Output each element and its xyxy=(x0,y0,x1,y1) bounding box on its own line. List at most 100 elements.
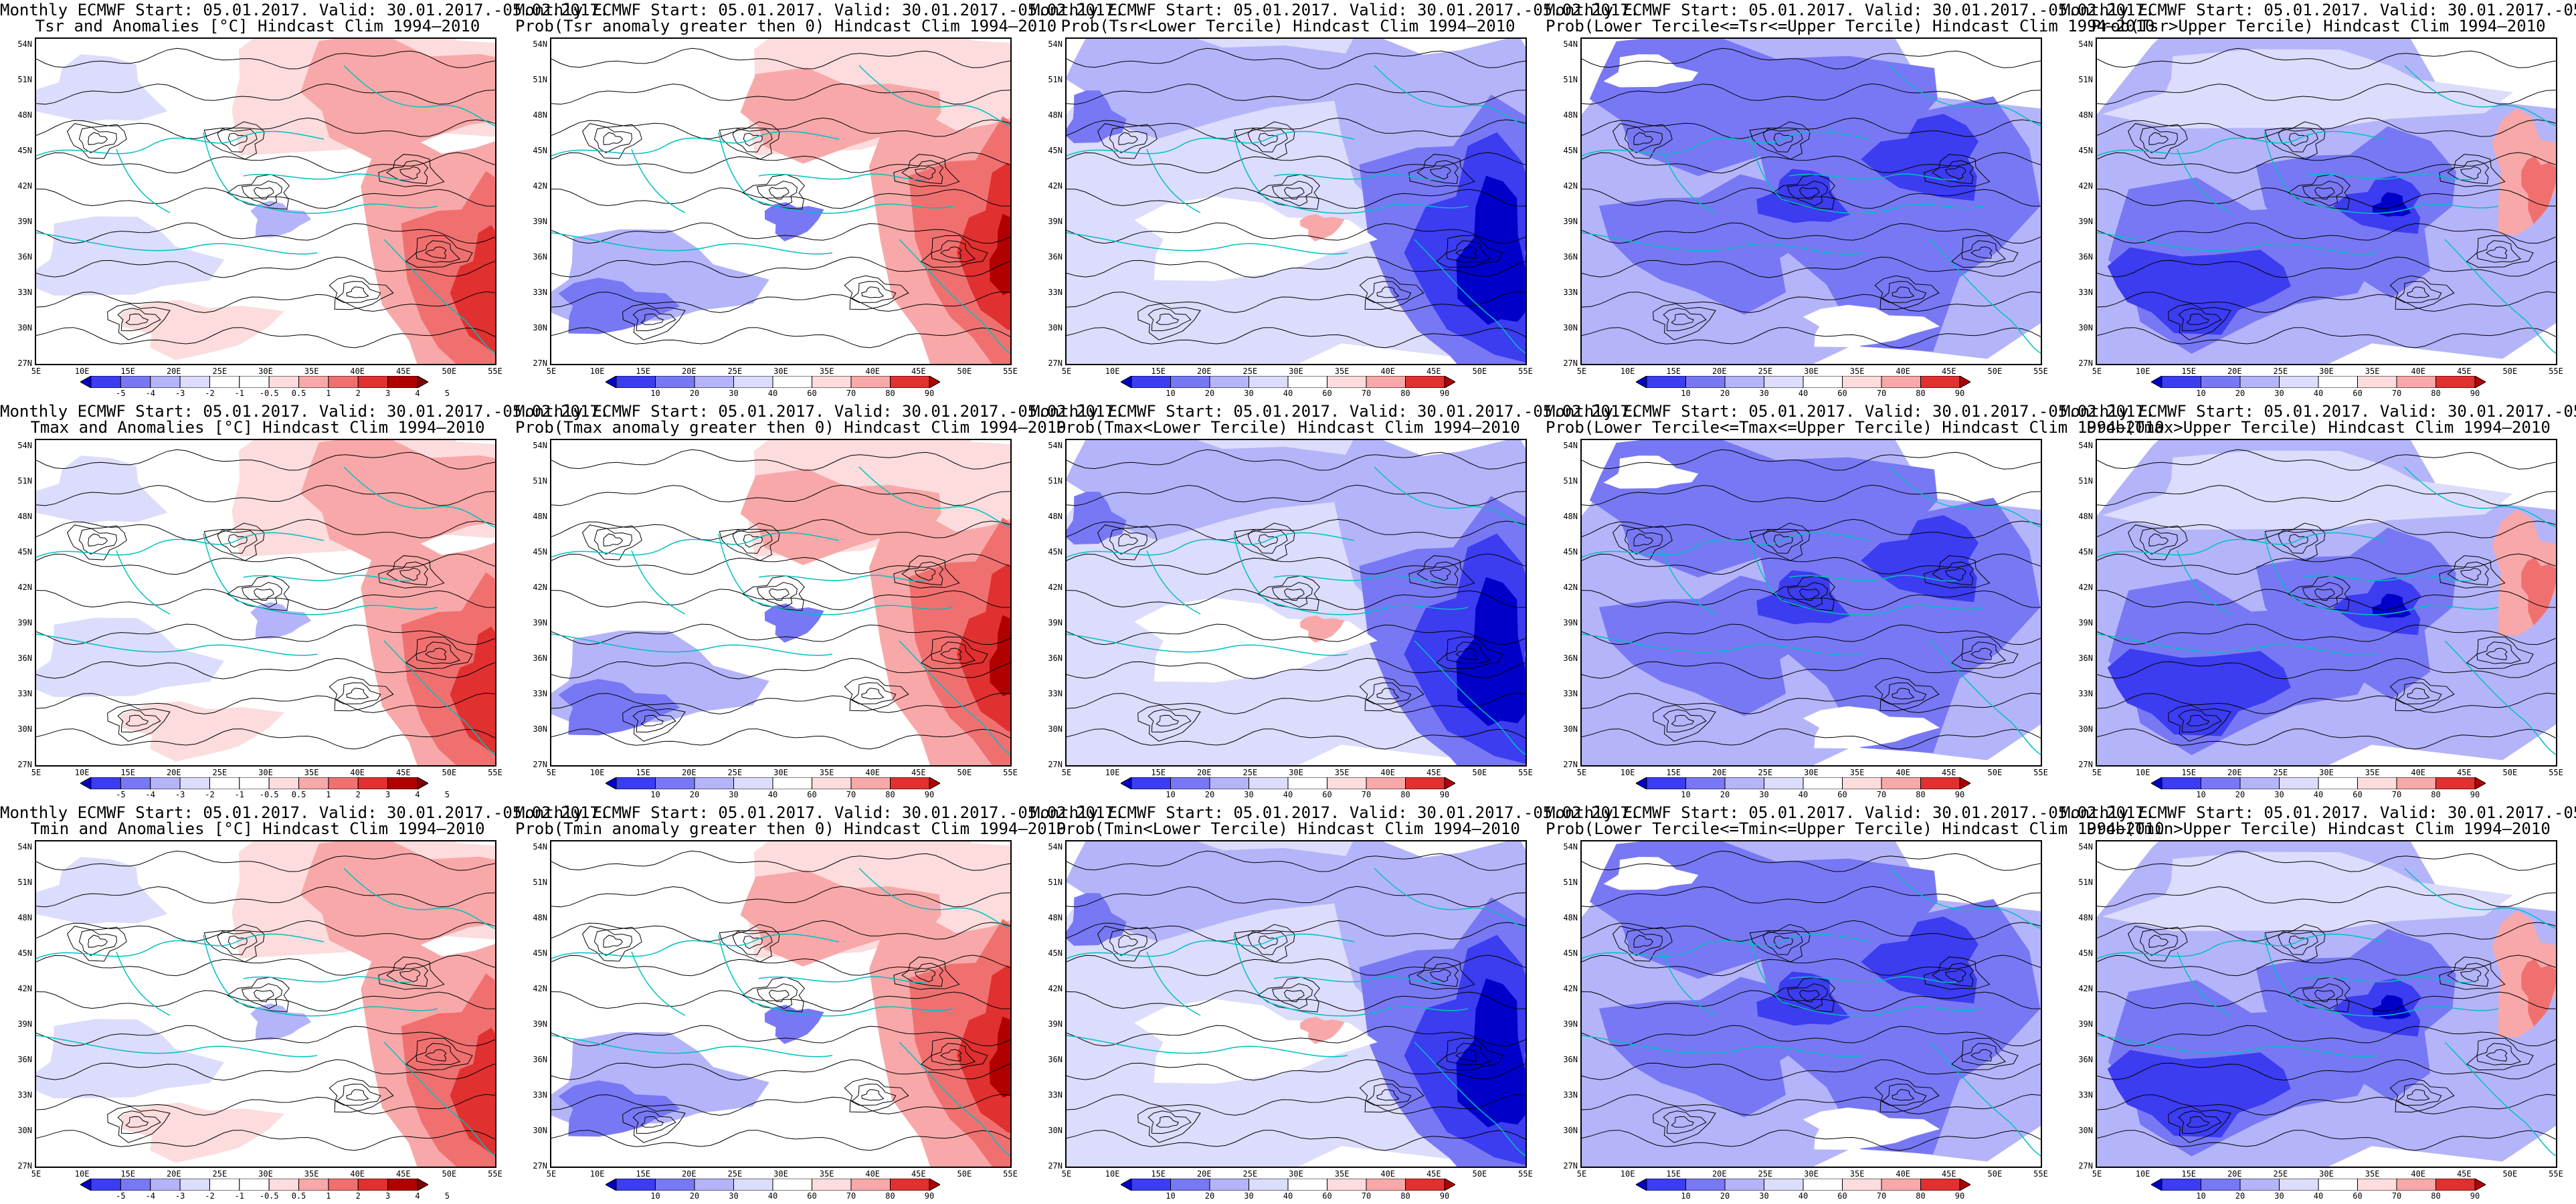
latitude-label: 36N xyxy=(533,654,547,663)
color-scale-tick: 30 xyxy=(1759,790,1769,799)
longitude-label: 40E xyxy=(1380,1169,1396,1179)
longitude-label: 25E xyxy=(1243,768,1258,777)
latitude-label: 27N xyxy=(1048,359,1063,368)
longitude-label: 5E xyxy=(31,1169,41,1179)
color-scale-tick: 10 xyxy=(2196,389,2206,398)
latitude-label: 54N xyxy=(533,39,547,49)
longitude-label: 30E xyxy=(1804,367,1819,376)
color-scale-tick: 3 xyxy=(385,1191,391,1201)
latitude-label: 45N xyxy=(1048,948,1063,958)
latitude-label: 42N xyxy=(17,984,32,993)
longitude-label: 50E xyxy=(1987,1169,2003,1179)
longitude-label: 5E xyxy=(546,1169,557,1179)
latitude-label: 36N xyxy=(1563,252,1578,262)
color-scale-tick: 20 xyxy=(1204,1191,1215,1201)
longitude-label: 45E xyxy=(395,367,411,376)
color-scale-tick: 10 xyxy=(650,1191,660,1201)
longitude-label: 35E xyxy=(1334,1169,1350,1179)
latitude-label: 45N xyxy=(2078,948,2093,958)
map-area xyxy=(550,439,1012,767)
longitude-label: 50E xyxy=(442,367,457,376)
color-scale-tick: 30 xyxy=(1244,389,1254,398)
color-scale-tick: 5 xyxy=(444,790,450,799)
longitude-label: 55E xyxy=(1003,768,1018,777)
latitude-label: 48N xyxy=(2078,110,2093,120)
longitude-label: 20E xyxy=(1196,367,1212,376)
longitude-label: 25E xyxy=(1758,1169,1773,1179)
color-scale-bar xyxy=(2151,1179,2486,1191)
color-scale-tick: -4 xyxy=(145,790,155,799)
color-scale-tick: -5 xyxy=(116,790,126,799)
longitude-label: 20E xyxy=(1196,1169,1212,1179)
latitude-label: 45N xyxy=(2078,146,2093,155)
map-panel: Monthly ECMWF Start: 05.01.2017. Valid: … xyxy=(1030,401,1639,803)
color-scale-tick: 30 xyxy=(2274,1191,2284,1201)
panel-subtitle: Prob(Tmax<Lower Tercile) Hindcast Clim 1… xyxy=(1056,418,1520,437)
color-scale-tick: 40 xyxy=(2313,790,2324,799)
color-scale-tick: 0.5 xyxy=(291,790,306,799)
latitude-label: 54N xyxy=(2078,39,2093,49)
longitude-label: 20E xyxy=(2227,1169,2242,1179)
longitude-label: 15E xyxy=(1666,367,1681,376)
map-panel: Monthly ECMWF Start: 05.01.2017. Valid: … xyxy=(1030,0,1639,401)
latitude-label: 54N xyxy=(1048,842,1063,851)
latitude-label: 42N xyxy=(1563,181,1578,191)
map-field xyxy=(1067,39,1526,364)
color-scale-tick: 40 xyxy=(1283,389,1293,398)
map-field xyxy=(1582,440,2041,765)
color-scale-tick: -0.5 xyxy=(259,1191,279,1201)
map-field xyxy=(551,440,1010,765)
longitude-label: 20E xyxy=(2227,367,2242,376)
longitude-label: 30E xyxy=(773,367,788,376)
longitude-label: 15E xyxy=(1151,1169,1166,1179)
color-scale-tick: 40 xyxy=(2313,1191,2324,1201)
color-scale-tick: 5 xyxy=(444,1191,450,1201)
longitude-label: 15E xyxy=(1666,768,1681,777)
longitude-label: 55E xyxy=(2549,1169,2563,1179)
latitude-label: 48N xyxy=(533,110,547,120)
color-scale-tick: -0.5 xyxy=(259,790,279,799)
panel-subtitle: Tsr and Anomalies [°C] Hindcast Clim 199… xyxy=(35,17,480,35)
latitude-label: 45N xyxy=(1048,547,1063,557)
longitude-label: 10E xyxy=(2135,367,2150,376)
latitude-label: 30N xyxy=(2078,724,2093,734)
longitude-label: 45E xyxy=(911,1169,926,1179)
latitude-label: 30N xyxy=(1563,1126,1578,1135)
panel-subtitle: Prob(Lower Tercile<=Tsr<=Upper Tercile) … xyxy=(1546,17,2155,35)
latitude-label: 42N xyxy=(1048,181,1063,191)
longitude-label: 35E xyxy=(1334,768,1350,777)
longitude-label: 15E xyxy=(2181,367,2197,376)
longitude-label: 50E xyxy=(957,768,972,777)
longitude-label: 5E xyxy=(1576,1169,1587,1179)
longitude-label: 55E xyxy=(2549,768,2563,777)
color-scale-tick: 70 xyxy=(1876,1191,1887,1201)
latitude-label: 27N xyxy=(1563,359,1578,368)
latitude-label: 54N xyxy=(1563,441,1578,450)
longitude-label: 45E xyxy=(395,768,411,777)
latitude-label: 33N xyxy=(2078,288,2093,297)
color-scale-tick: 40 xyxy=(2313,389,2324,398)
color-scale-bar xyxy=(606,376,940,388)
color-scale-tick: 4 xyxy=(415,389,420,398)
longitude-label: 10E xyxy=(589,1169,605,1179)
color-scale-tick: 80 xyxy=(1400,389,1410,398)
color-scale-tick: 30 xyxy=(1759,389,1769,398)
longitude-label: 35E xyxy=(1849,367,1865,376)
longitude-label: 15E xyxy=(1151,768,1166,777)
latitude-label: 51N xyxy=(1048,75,1063,84)
color-scale-tick: 70 xyxy=(2391,1191,2402,1201)
latitude-label: 48N xyxy=(533,512,547,521)
longitude-label: 5E xyxy=(2092,1169,2102,1179)
panel-subtitle: Prob(Lower Tercile<=Tmin<=Upper Tercile)… xyxy=(1546,819,2165,838)
color-scale-tick: 60 xyxy=(1322,790,1332,799)
latitude-label: 27N xyxy=(17,760,32,769)
color-scale-tick: 90 xyxy=(924,790,935,799)
latitude-label: 54N xyxy=(2078,441,2093,450)
color-scale-tick: 20 xyxy=(2235,1191,2245,1201)
longitude-label: 5E xyxy=(2092,367,2102,376)
map-panel: Monthly ECMWF Start: 05.01.2017. Valid: … xyxy=(515,803,1124,1204)
color-scale-bar xyxy=(2151,376,2486,388)
color-scale-tick: 4 xyxy=(415,790,420,799)
latitude-label: 33N xyxy=(1048,288,1063,297)
latitude-label: 54N xyxy=(17,842,32,851)
